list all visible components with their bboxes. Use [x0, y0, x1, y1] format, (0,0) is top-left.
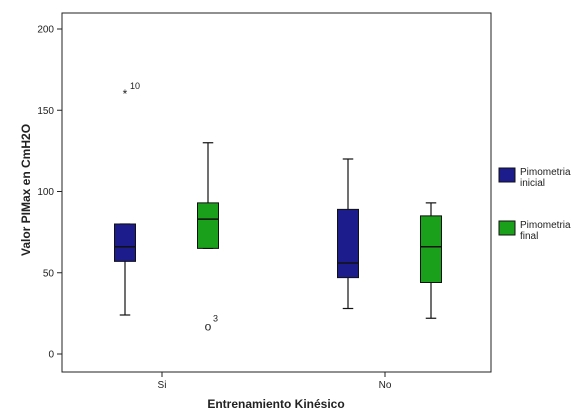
x-tick-label: Si [158, 380, 167, 391]
box-group: *10 [114, 81, 140, 316]
box-series: *10 o3 [114, 81, 442, 333]
y-tick-label: 150 [37, 106, 54, 117]
legend-swatch [498, 167, 516, 183]
y-tick-label: 0 [48, 350, 54, 361]
y-axis-title: Valor PIMax en CmH2O [19, 124, 33, 256]
plot-frame [61, 12, 492, 373]
y-tick-label: 200 [37, 25, 54, 36]
outlier-point: * [123, 87, 128, 101]
box [197, 202, 219, 249]
legend-label: Pimometria inicial [520, 167, 571, 189]
x-tick-label: No [379, 380, 392, 391]
outlier-point: o [205, 319, 212, 333]
outlier-label: 3 [213, 313, 218, 323]
y-axis: 0 50 100 150 200 [37, 25, 62, 361]
box [420, 215, 442, 283]
box-group: o3 [197, 142, 219, 333]
box [114, 223, 136, 262]
box-group [337, 158, 359, 310]
y-tick-label: 100 [37, 187, 54, 198]
box [337, 208, 359, 279]
outlier-label: 10 [130, 81, 140, 91]
box-group [420, 202, 442, 319]
legend-label-line: Pimometria [520, 167, 571, 178]
y-tick-label: 50 [43, 268, 55, 279]
legend-label-line: inicial [520, 178, 545, 189]
legend-label-line: final [520, 231, 538, 242]
legend-swatch [498, 220, 516, 236]
x-axis: Si No [158, 372, 392, 391]
legend-label: Pimometria final [520, 220, 571, 242]
x-axis-title: Entrenamiento Kinésico [207, 397, 344, 411]
legend-label-line: Pimometria [520, 220, 571, 231]
